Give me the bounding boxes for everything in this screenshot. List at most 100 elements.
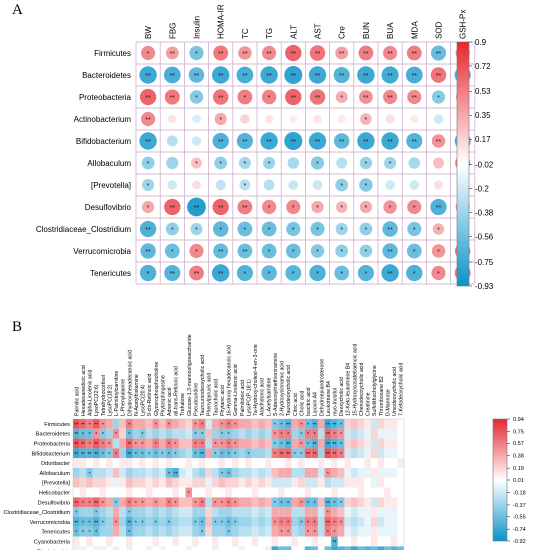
b-col-label-45: Sulfolithocholylglycine [372,365,378,416]
b-cell-5-48 [390,468,398,478]
b-cell-12-6 [112,536,120,547]
a-cell-7-12 [430,198,447,216]
b-cell-0-37 [317,419,325,429]
a-cell-4-10 [381,132,399,150]
b-row-label-8: Desulfovibrio [38,500,70,506]
b-star-1-36: * [314,432,316,438]
a-colorbar-label-4: 0.17 [475,135,491,144]
b-cell-6-47 [384,477,391,488]
b-cell-0-22 [218,419,226,429]
b-cell-13-39 [331,546,338,550]
b-cell-3-48 [390,448,398,459]
b-col-label-39: myo-Inositol [332,388,338,416]
b-cell-5-26 [245,468,252,478]
b-cell-6-37 [317,477,325,488]
b-cell-1-7 [119,428,126,439]
a-star-6-8: * [340,183,343,190]
b-cell-11-45 [370,526,378,537]
b-cell-4-9 [132,458,140,468]
b-star-10-21: * [214,520,216,526]
b-col-label-15: all-trans-Retinoic acid [174,366,180,416]
b-cell-8-27 [251,497,259,508]
b-star-10-3: ** [94,520,98,526]
b-cell-11-14 [165,526,173,537]
b-col-label-46: Thromboxane B2 [379,376,385,416]
b-cell-12-7 [119,536,126,547]
b-cell-12-39 [331,536,338,547]
b-cell-6-36 [311,477,318,488]
a-cell-2-9 [359,90,373,104]
b-cell-6-8 [125,477,133,488]
a-star-4-7: ** [315,139,321,146]
b-cell-0-42 [351,419,358,429]
b-cell-5-21 [212,468,219,478]
b-cell-4-25 [238,458,246,468]
b-cell-4-42 [351,458,358,468]
b-cell-8-32 [284,497,292,508]
b-star-0-4: * [102,422,104,428]
b-cell-0-4 [99,419,107,429]
b-star-8-8: * [128,501,130,507]
b-cell-11-11 [145,526,153,537]
b-cell-12-16 [178,536,186,547]
b-cell-2-14 [165,438,173,449]
b-cell-2-2 [86,438,93,449]
a-cell-9-3 [213,243,229,259]
b-cell-12-29 [264,536,272,547]
b-cell-11-31 [278,526,285,537]
a-col-label-5: TG [265,28,274,39]
a-star-5-5: * [268,161,271,168]
b-star-3-23: * [228,452,230,458]
b-cell-8-31 [278,497,285,508]
b-col-label-3: LysoPC(22:6) [94,384,100,416]
a-star-2-3: ** [218,95,224,102]
b-cell-10-42 [351,517,358,527]
b-frame [72,418,405,550]
b-cell-10-16 [178,517,186,527]
b-star-0-18: * [194,422,196,428]
b-star-0-35: * [307,422,309,428]
b-cell-5-41 [344,468,352,478]
b-star-1-39: * [334,432,336,438]
b-cell-3-8 [125,448,133,459]
a-star-3-9: * [365,117,368,124]
b-cell-1-5 [106,428,113,439]
b-star-2-3: ** [94,442,98,448]
b-cell-5-4 [99,468,107,478]
b-cell-0-2 [86,419,93,429]
b-cell-5-33 [291,468,299,478]
b-cell-13-5 [106,546,113,550]
b-col-label-20: Phenylpyruvic acid [207,373,213,416]
b-star-11-1: * [82,530,84,536]
a-star-0-3: ** [218,51,224,58]
b-cell-2-26 [245,438,252,449]
a-cell-4-3 [212,132,229,150]
b-cell-0-15 [172,419,179,429]
b-cell-8-29 [264,497,272,508]
a-cell-9-7 [310,244,325,258]
b-cell-10-24 [231,517,239,527]
b-cell-4-24 [231,458,239,468]
b-cell-9-47 [384,507,391,517]
b-cell-4-11 [145,458,153,468]
b-cell-6-5 [106,477,113,488]
b-star-11-2: * [89,530,91,536]
a-cell-2-7 [309,89,326,105]
b-cell-6-17 [185,477,193,488]
b-cell-2-11 [145,438,153,449]
b-cell-6-26 [245,477,252,488]
b-cell-1-30 [271,428,279,439]
a-cell-0-4 [238,46,252,60]
b-cell-10-14 [165,517,173,527]
b-cell-9-29 [264,507,272,517]
a-star-10-0: * [147,271,150,278]
b-cell-13-46 [377,546,385,550]
b-col-label-30: S-Adenosylmethioninamine [273,353,279,416]
a-star-8-4: * [244,227,247,234]
b-cell-9-5 [106,507,113,517]
b-cell-3-19 [198,448,206,459]
b-cell-9-28 [258,507,265,517]
b-cell-2-22 [218,438,226,449]
b-cell-11-25 [238,526,246,537]
a-cell-8-5 [261,221,277,237]
